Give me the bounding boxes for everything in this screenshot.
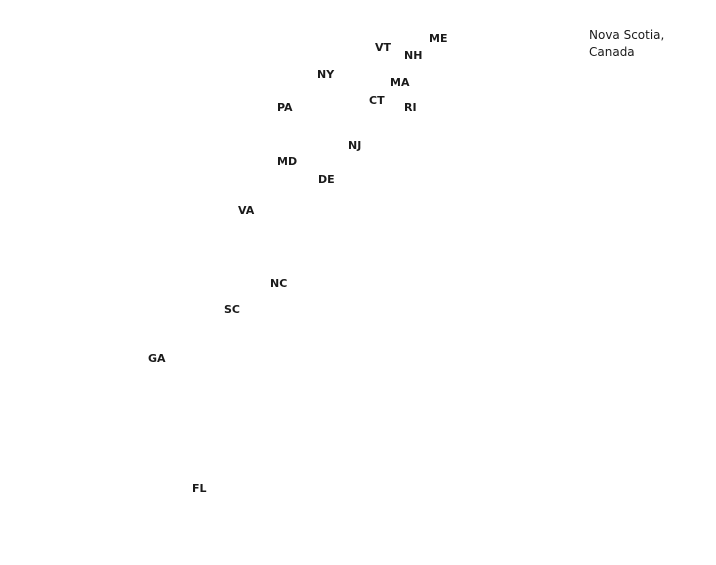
state-label-vt: VT [375, 41, 392, 54]
state-label-pa: PA [277, 101, 293, 114]
state-label-ny: NY [317, 68, 335, 81]
state-label-me: ME [429, 32, 448, 45]
state-label-de: DE [318, 173, 335, 186]
caption-line-2: Canada [589, 45, 635, 59]
state-label-nc: NC [270, 277, 288, 290]
caption-line-1: Nova Scotia, [589, 28, 665, 42]
state-label-ri: RI [404, 101, 417, 114]
state-label-sc: SC [224, 303, 240, 316]
state-label-ga: GA [148, 352, 166, 365]
state-label-md: MD [277, 155, 298, 168]
state-label-nh: NH [404, 49, 423, 62]
state-label-fl: FL [192, 482, 207, 495]
state-label-ma: MA [390, 76, 410, 89]
state-label-nj: NJ [348, 139, 362, 152]
state-label-ct: CT [369, 94, 385, 107]
map-caption: Nova Scotia, Canada [589, 27, 664, 61]
state-label-va: VA [238, 204, 255, 217]
